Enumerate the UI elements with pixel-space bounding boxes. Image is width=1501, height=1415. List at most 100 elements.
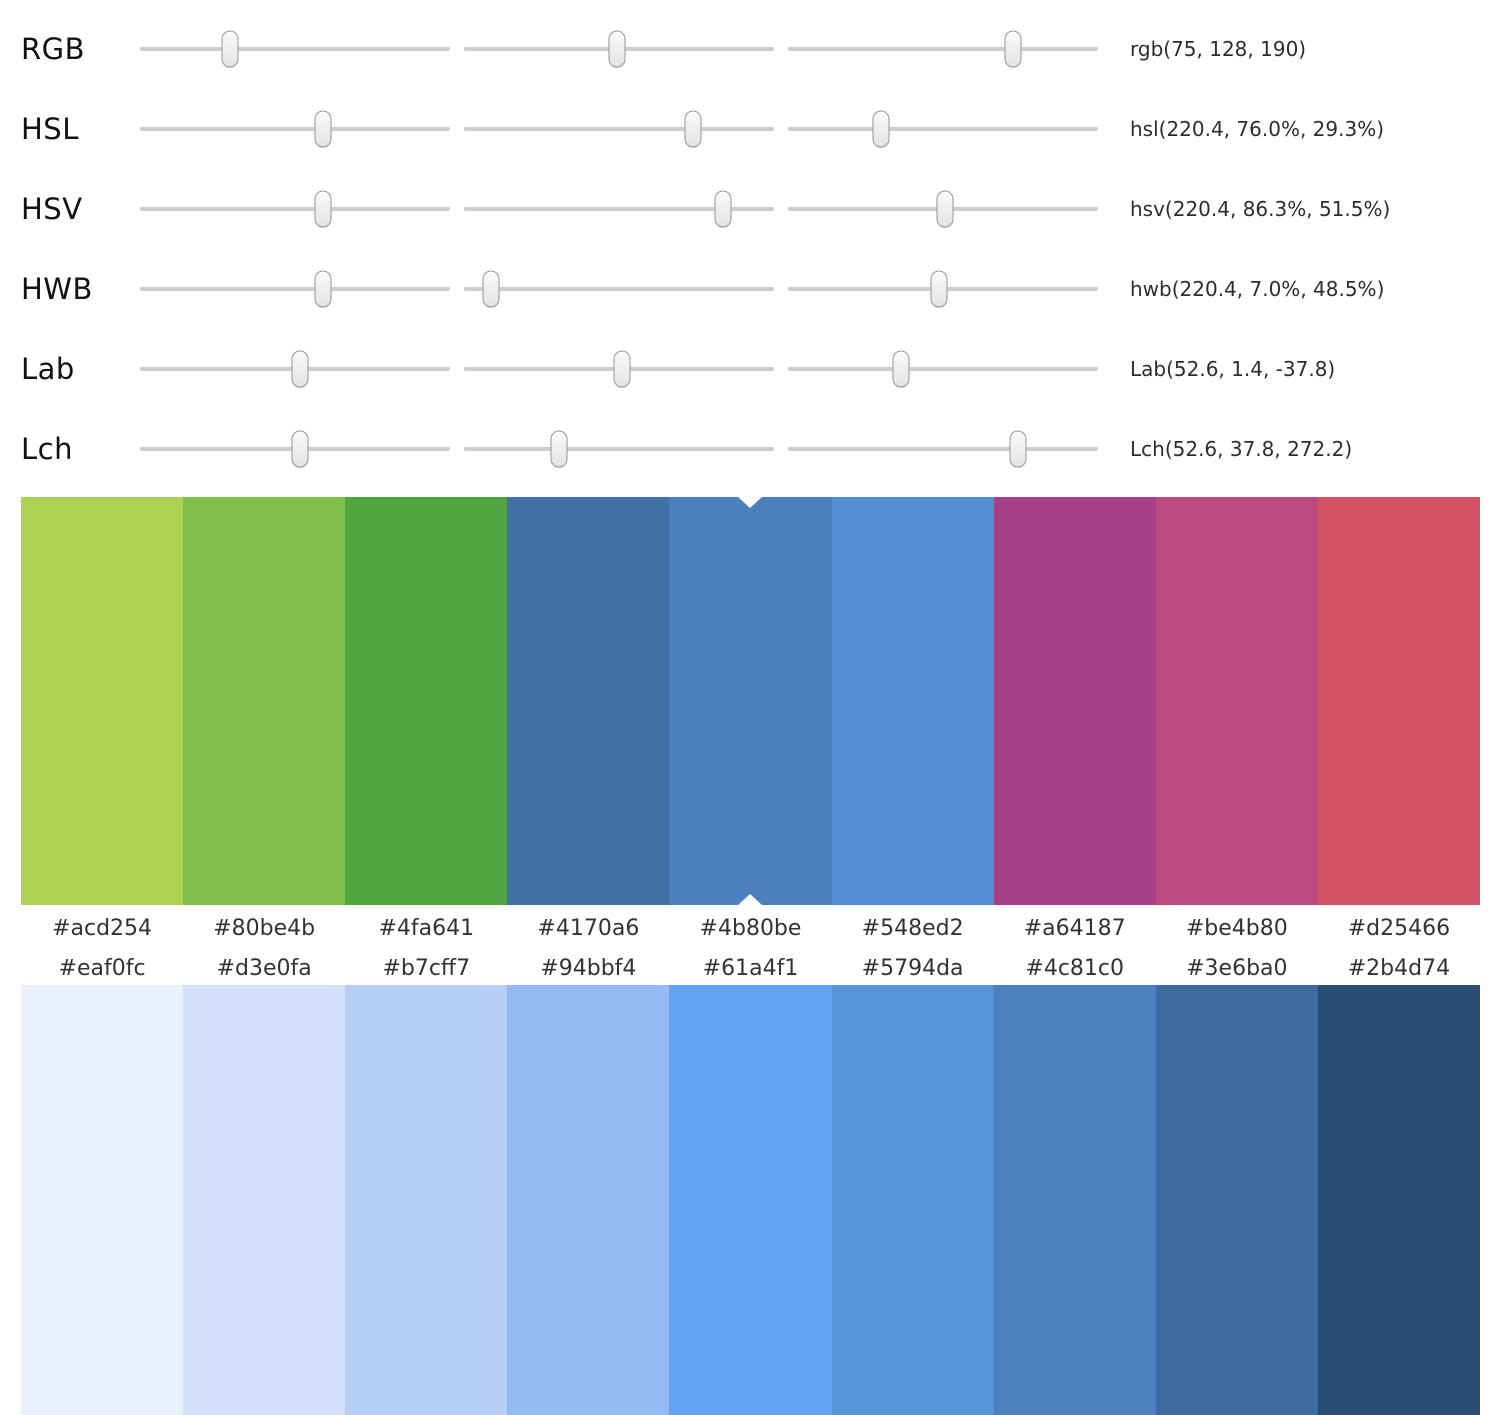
- slider-thumb[interactable]: [1009, 430, 1027, 468]
- slider-track[interactable]: [464, 350, 774, 388]
- scale-swatch[interactable]: [507, 985, 670, 1415]
- slider-track[interactable]: [140, 270, 450, 308]
- slider-track[interactable]: [140, 110, 450, 148]
- swatch-hex-label: #2b4d74: [1347, 955, 1451, 981]
- harmony-swatch[interactable]: [669, 497, 832, 905]
- slider-track[interactable]: [464, 270, 774, 308]
- slider-value-readout: Lch(52.6, 37.8, 272.2): [1130, 437, 1353, 461]
- slider-row-label: HSV: [21, 192, 83, 226]
- harmony-swatch[interactable]: [993, 497, 1156, 905]
- slider-track[interactable]: [464, 30, 774, 68]
- slider-track[interactable]: [788, 350, 1098, 388]
- slider-row-lch: Lch Lch(52.6, 37.8, 272.2): [0, 409, 1501, 489]
- swatch-hex-label: #4fa641: [378, 915, 475, 941]
- slider-panel: RGB rgb(75, 128, 190) HSL hsl(220.4, 76.0%,…: [0, 0, 1501, 497]
- swatch-hex-label: #be4b80: [1185, 915, 1288, 941]
- slider-thumb[interactable]: [314, 190, 332, 228]
- slider-thumb[interactable]: [482, 270, 500, 308]
- slider-value-readout: hwb(220.4, 7.0%, 48.5%): [1130, 277, 1385, 301]
- selected-notch-top-icon: [738, 497, 763, 508]
- scale-swatch[interactable]: [993, 985, 1156, 1415]
- slider-thumb[interactable]: [550, 430, 568, 468]
- slider-row-label: Lab: [21, 352, 75, 386]
- scale-swatch[interactable]: [1155, 985, 1318, 1415]
- slider-thumb[interactable]: [936, 190, 954, 228]
- slider-thumb[interactable]: [1004, 30, 1022, 68]
- harmony-label-row: #acd254 #80be4b #4fa641 #4170a6 #4b80be #548e…: [21, 905, 1480, 951]
- slider-track[interactable]: [788, 270, 1098, 308]
- harmony-palette: #acd254 #80be4b #4fa641 #4170a6 #4b80be #548e…: [21, 497, 1480, 951]
- harmony-swatch[interactable]: [183, 497, 346, 905]
- slider-row-label: Lch: [21, 432, 73, 466]
- slider-track[interactable]: [788, 30, 1098, 68]
- slider-track[interactable]: [140, 30, 450, 68]
- slider-thumb[interactable]: [930, 270, 948, 308]
- slider-row-hwb: HWB hwb(220.4, 7.0%, 48.5%): [0, 249, 1501, 329]
- swatch-hex-label: #4c81c0: [1025, 955, 1125, 981]
- selected-notch-bottom-icon: [738, 894, 763, 905]
- harmony-swatch[interactable]: [1317, 497, 1480, 905]
- slider-thumb[interactable]: [684, 110, 702, 148]
- scale-swatch[interactable]: [183, 985, 346, 1415]
- slider-thumb[interactable]: [608, 30, 626, 68]
- harmony-swatch[interactable]: [345, 497, 508, 905]
- scale-swatch[interactable]: [1317, 985, 1480, 1415]
- swatch-hex-label: #548ed2: [861, 915, 964, 941]
- slider-thumb[interactable]: [291, 430, 309, 468]
- slider-thumb[interactable]: [291, 350, 309, 388]
- swatch-hex-label: #4170a6: [537, 915, 640, 941]
- swatch-hex-label: #3e6ba0: [1186, 955, 1288, 981]
- slider-track[interactable]: [140, 190, 450, 228]
- slider-row-rgb: RGB rgb(75, 128, 190): [0, 9, 1501, 89]
- slider-track[interactable]: [788, 190, 1098, 228]
- slider-thumb[interactable]: [221, 30, 239, 68]
- slider-value-readout: rgb(75, 128, 190): [1130, 37, 1307, 61]
- slider-track[interactable]: [788, 110, 1098, 148]
- slider-row-lab: Lab Lab(52.6, 1.4, -37.8): [0, 329, 1501, 409]
- slider-row-label: HSL: [21, 112, 79, 146]
- slider-thumb[interactable]: [872, 110, 890, 148]
- slider-thumb[interactable]: [714, 190, 732, 228]
- scale-label-row: #eaf0fc #d3e0fa #b7cff7 #94bbf4 #61a4f1 #5794…: [21, 951, 1480, 985]
- slider-value-readout: hsv(220.4, 86.3%, 51.5%): [1130, 197, 1391, 221]
- slider-thumb[interactable]: [314, 110, 332, 148]
- swatch-hex-label: #eaf0fc: [58, 955, 146, 981]
- harmony-swatch[interactable]: [21, 497, 184, 905]
- slider-row-hsl: HSL hsl(220.4, 76.0%, 29.3%): [0, 89, 1501, 169]
- slider-track[interactable]: [464, 110, 774, 148]
- slider-thumb[interactable]: [314, 270, 332, 308]
- scale-swatch[interactable]: [669, 985, 832, 1415]
- swatch-hex-label: #61a4f1: [702, 955, 799, 981]
- swatch-hex-label: #d25466: [1347, 915, 1451, 941]
- scale-palette: #eaf0fc #d3e0fa #b7cff7 #94bbf4 #61a4f1 #5794…: [21, 951, 1480, 1415]
- slider-thumb[interactable]: [892, 350, 910, 388]
- slider-row-label: RGB: [21, 32, 86, 66]
- scale-swatch[interactable]: [21, 985, 184, 1415]
- harmony-swatch[interactable]: [507, 497, 670, 905]
- swatch-hex-label: #4b80be: [699, 915, 802, 941]
- swatch-hex-label: #acd254: [52, 915, 153, 941]
- slider-track[interactable]: [140, 430, 450, 468]
- scale-swatch[interactable]: [831, 985, 994, 1415]
- slider-track[interactable]: [464, 430, 774, 468]
- swatch-hex-label: #5794da: [861, 955, 964, 981]
- harmony-swatch-row: [21, 497, 1480, 905]
- swatch-hex-label: #b7cff7: [382, 955, 471, 981]
- swatch-hex-label: #a64187: [1023, 915, 1126, 941]
- harmony-swatch[interactable]: [831, 497, 994, 905]
- slider-row-hsv: HSV hsv(220.4, 86.3%, 51.5%): [0, 169, 1501, 249]
- slider-track[interactable]: [788, 430, 1098, 468]
- swatch-hex-label: #80be4b: [213, 915, 316, 941]
- harmony-swatch[interactable]: [1155, 497, 1318, 905]
- slider-row-label: HWB: [21, 272, 93, 306]
- swatch-hex-label: #94bbf4: [540, 955, 637, 981]
- swatch-hex-label: #d3e0fa: [216, 955, 312, 981]
- slider-value-readout: Lab(52.6, 1.4, -37.8): [1130, 357, 1336, 381]
- scale-swatch[interactable]: [345, 985, 508, 1415]
- slider-track[interactable]: [140, 350, 450, 388]
- scale-swatch-row: [21, 985, 1480, 1415]
- slider-value-readout: hsl(220.4, 76.0%, 29.3%): [1130, 117, 1385, 141]
- slider-thumb[interactable]: [613, 350, 631, 388]
- slider-track[interactable]: [464, 190, 774, 228]
